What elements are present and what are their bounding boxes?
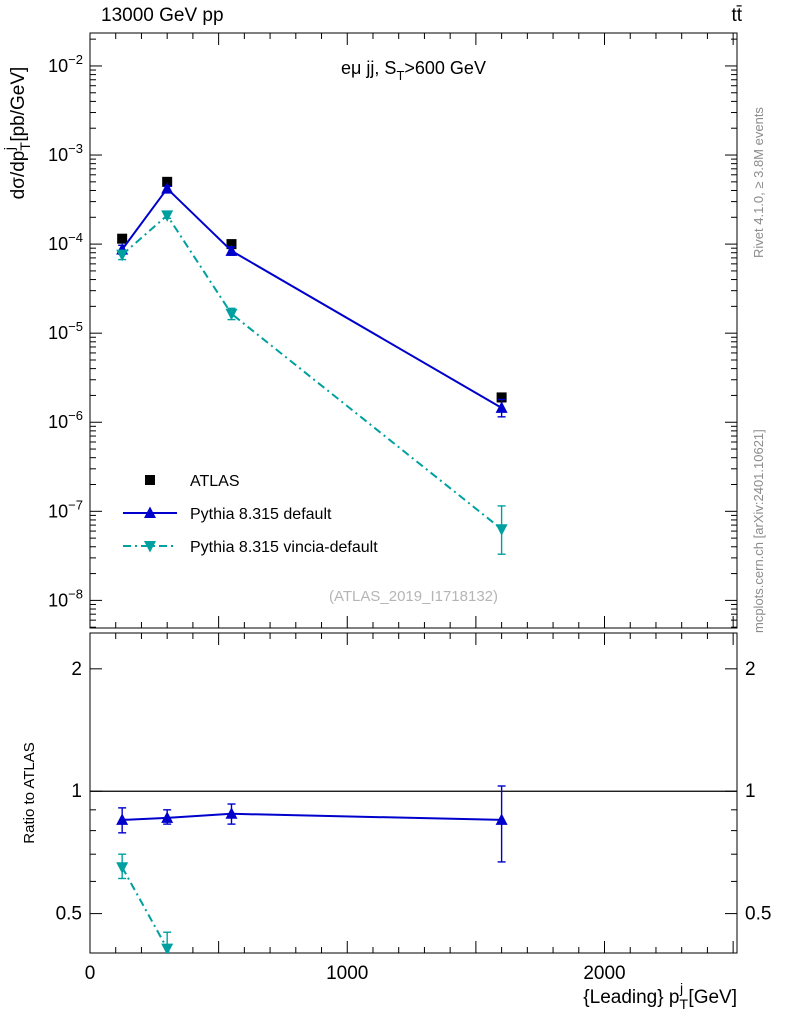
series-pythia-8-315-default xyxy=(116,182,508,418)
svg-text:2: 2 xyxy=(745,659,756,680)
ratio-series-pythia-8-315-default xyxy=(116,785,508,863)
svg-text:10−8: 10−8 xyxy=(48,586,83,610)
ratio-axis-ticks xyxy=(90,668,737,954)
svg-text:10−2: 10−2 xyxy=(48,52,83,76)
svg-text:10−6: 10−6 xyxy=(48,408,83,432)
svg-text:1: 1 xyxy=(745,781,756,802)
ratio-axis-title: Ratio to ATLAS xyxy=(21,742,38,843)
analysis-watermark: (ATLAS_2019_I1718132) xyxy=(329,588,498,605)
legend-item-pythia-8-315-vincia-default: Pythia 8.315 vincia-default xyxy=(123,539,378,556)
ratio-axis-labels: 0.5 0.5 1 1 2 2 xyxy=(56,659,772,925)
svg-text:Pythia 8.315 default: Pythia 8.315 default xyxy=(190,506,332,523)
svg-text:10−4: 10−4 xyxy=(48,230,83,254)
legend-item-pythia-8-315-default: Pythia 8.315 default xyxy=(123,506,332,523)
series-atlas xyxy=(117,176,507,403)
svg-text:0.5: 0.5 xyxy=(745,904,771,925)
svg-text:1000: 1000 xyxy=(326,963,368,984)
svg-text:ATLAS: ATLAS xyxy=(190,473,240,490)
svg-text:1: 1 xyxy=(71,781,82,802)
svg-text:Pythia 8.315 vincia-default: Pythia 8.315 vincia-default xyxy=(190,539,378,556)
ratio-frame xyxy=(89,632,738,954)
legend-item-atlas: ATLAS xyxy=(145,473,240,490)
ratio-series-pythia-8-315-vincia-default xyxy=(116,853,174,953)
y-axis-ticks xyxy=(90,38,737,628)
legend: ATLAS Pythia 8.315 default Pythia 8.315 vi… xyxy=(123,473,378,556)
y-axis-labels: 10−2 10−3 10−4 10−5 10−6 10−7 10−8 xyxy=(48,52,83,610)
plot-title: eμ jj, ST>600 GeV xyxy=(341,58,486,83)
svg-text:0: 0 xyxy=(85,963,96,984)
beam-energy-label: 13000 GeV pp xyxy=(101,5,224,26)
svg-text:10−7: 10−7 xyxy=(48,497,83,521)
svg-text:10−3: 10−3 xyxy=(48,141,83,165)
process-label: tt̄ xyxy=(731,5,742,26)
svg-text:0.5: 0.5 xyxy=(56,904,82,925)
x-axis-labels: 0 1000 2000 xyxy=(85,963,626,984)
x-axis-ticks xyxy=(89,33,734,953)
x-axis-title: {Leading} pTj [GeV] xyxy=(583,980,737,1012)
main-frame xyxy=(89,32,738,629)
y-axis-title: dσ/dpTj [pb/GeV] xyxy=(1,67,33,200)
svg-text:10−5: 10−5 xyxy=(48,319,83,343)
svg-text:2: 2 xyxy=(71,659,82,680)
series-pythia-8-315-vincia-default xyxy=(116,210,508,555)
svg-text:2000: 2000 xyxy=(583,963,625,984)
